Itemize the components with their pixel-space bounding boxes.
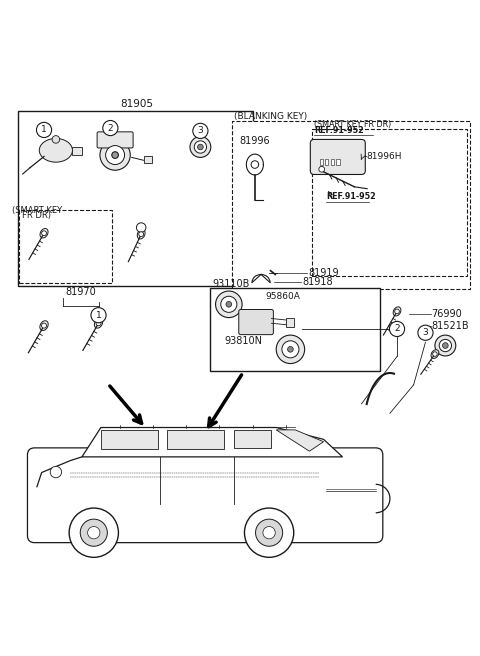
- Circle shape: [288, 346, 293, 352]
- Circle shape: [443, 342, 448, 348]
- Circle shape: [96, 321, 101, 326]
- Text: 81970: 81970: [66, 287, 96, 297]
- Ellipse shape: [137, 230, 145, 239]
- Circle shape: [42, 231, 47, 236]
- Text: (BLANKING KEY): (BLANKING KEY): [234, 112, 307, 121]
- Circle shape: [226, 302, 232, 307]
- Circle shape: [52, 136, 60, 143]
- Text: (SMART KEY: (SMART KEY: [12, 206, 62, 215]
- Bar: [312, 129, 467, 276]
- Ellipse shape: [431, 350, 439, 358]
- Circle shape: [190, 136, 211, 157]
- FancyBboxPatch shape: [311, 140, 365, 174]
- Ellipse shape: [40, 228, 48, 238]
- Circle shape: [69, 508, 119, 558]
- Circle shape: [439, 339, 452, 352]
- Text: 1: 1: [41, 125, 47, 134]
- Circle shape: [389, 321, 405, 337]
- Circle shape: [106, 146, 125, 165]
- Bar: [320, 159, 323, 165]
- Circle shape: [251, 161, 259, 169]
- Bar: [18, 111, 252, 286]
- Bar: [72, 146, 82, 155]
- Bar: [144, 157, 152, 163]
- Text: 93810N: 93810N: [224, 336, 262, 346]
- Polygon shape: [167, 430, 224, 449]
- Circle shape: [88, 527, 100, 539]
- Text: 81918: 81918: [302, 277, 333, 287]
- Circle shape: [255, 519, 283, 546]
- Text: REF.91-952: REF.91-952: [314, 126, 364, 134]
- Circle shape: [100, 140, 130, 170]
- Bar: [325, 159, 328, 165]
- Circle shape: [136, 223, 146, 232]
- Circle shape: [139, 232, 144, 237]
- Circle shape: [263, 527, 275, 539]
- Polygon shape: [276, 430, 324, 451]
- Circle shape: [319, 167, 324, 172]
- Text: REF.91-952: REF.91-952: [326, 192, 376, 201]
- Ellipse shape: [393, 307, 401, 316]
- Text: 81996H: 81996H: [366, 152, 402, 161]
- Text: FR DR): FR DR): [23, 211, 51, 220]
- Text: 2: 2: [108, 123, 113, 133]
- Circle shape: [194, 141, 206, 153]
- Text: 93110B: 93110B: [212, 279, 250, 289]
- Circle shape: [244, 508, 294, 558]
- Bar: [232, 121, 470, 289]
- Bar: [286, 318, 294, 327]
- Bar: [336, 159, 340, 165]
- Text: 3: 3: [197, 127, 203, 135]
- Circle shape: [276, 335, 305, 363]
- Bar: [19, 211, 112, 283]
- Polygon shape: [82, 428, 343, 457]
- Circle shape: [193, 123, 208, 138]
- Polygon shape: [234, 430, 272, 448]
- Circle shape: [432, 352, 437, 356]
- Text: 81905: 81905: [120, 98, 153, 109]
- Text: 81521B: 81521B: [432, 321, 469, 331]
- Circle shape: [395, 309, 399, 314]
- Text: 95860A: 95860A: [266, 291, 300, 300]
- Bar: [331, 159, 334, 165]
- Circle shape: [435, 335, 456, 356]
- Text: (SMART KEY FR DR): (SMART KEY FR DR): [314, 120, 391, 129]
- Text: 81996: 81996: [240, 136, 270, 146]
- Text: 81919: 81919: [309, 268, 339, 277]
- Circle shape: [221, 297, 237, 312]
- Circle shape: [91, 308, 106, 323]
- Polygon shape: [101, 430, 158, 449]
- Circle shape: [103, 121, 118, 136]
- Circle shape: [42, 323, 47, 328]
- Ellipse shape: [95, 318, 103, 328]
- Circle shape: [80, 519, 108, 546]
- Circle shape: [418, 325, 433, 340]
- Circle shape: [36, 123, 52, 138]
- FancyBboxPatch shape: [97, 132, 133, 148]
- Ellipse shape: [40, 321, 48, 331]
- FancyBboxPatch shape: [27, 448, 383, 543]
- Circle shape: [216, 291, 242, 318]
- Text: 2: 2: [394, 325, 400, 333]
- Circle shape: [282, 341, 299, 358]
- Ellipse shape: [39, 138, 72, 162]
- FancyBboxPatch shape: [239, 310, 274, 335]
- Circle shape: [198, 144, 203, 150]
- Bar: [210, 288, 381, 371]
- Circle shape: [112, 152, 119, 158]
- Circle shape: [50, 466, 61, 478]
- Text: 76990: 76990: [432, 309, 462, 319]
- Text: 3: 3: [422, 328, 428, 337]
- Text: 1: 1: [96, 311, 101, 319]
